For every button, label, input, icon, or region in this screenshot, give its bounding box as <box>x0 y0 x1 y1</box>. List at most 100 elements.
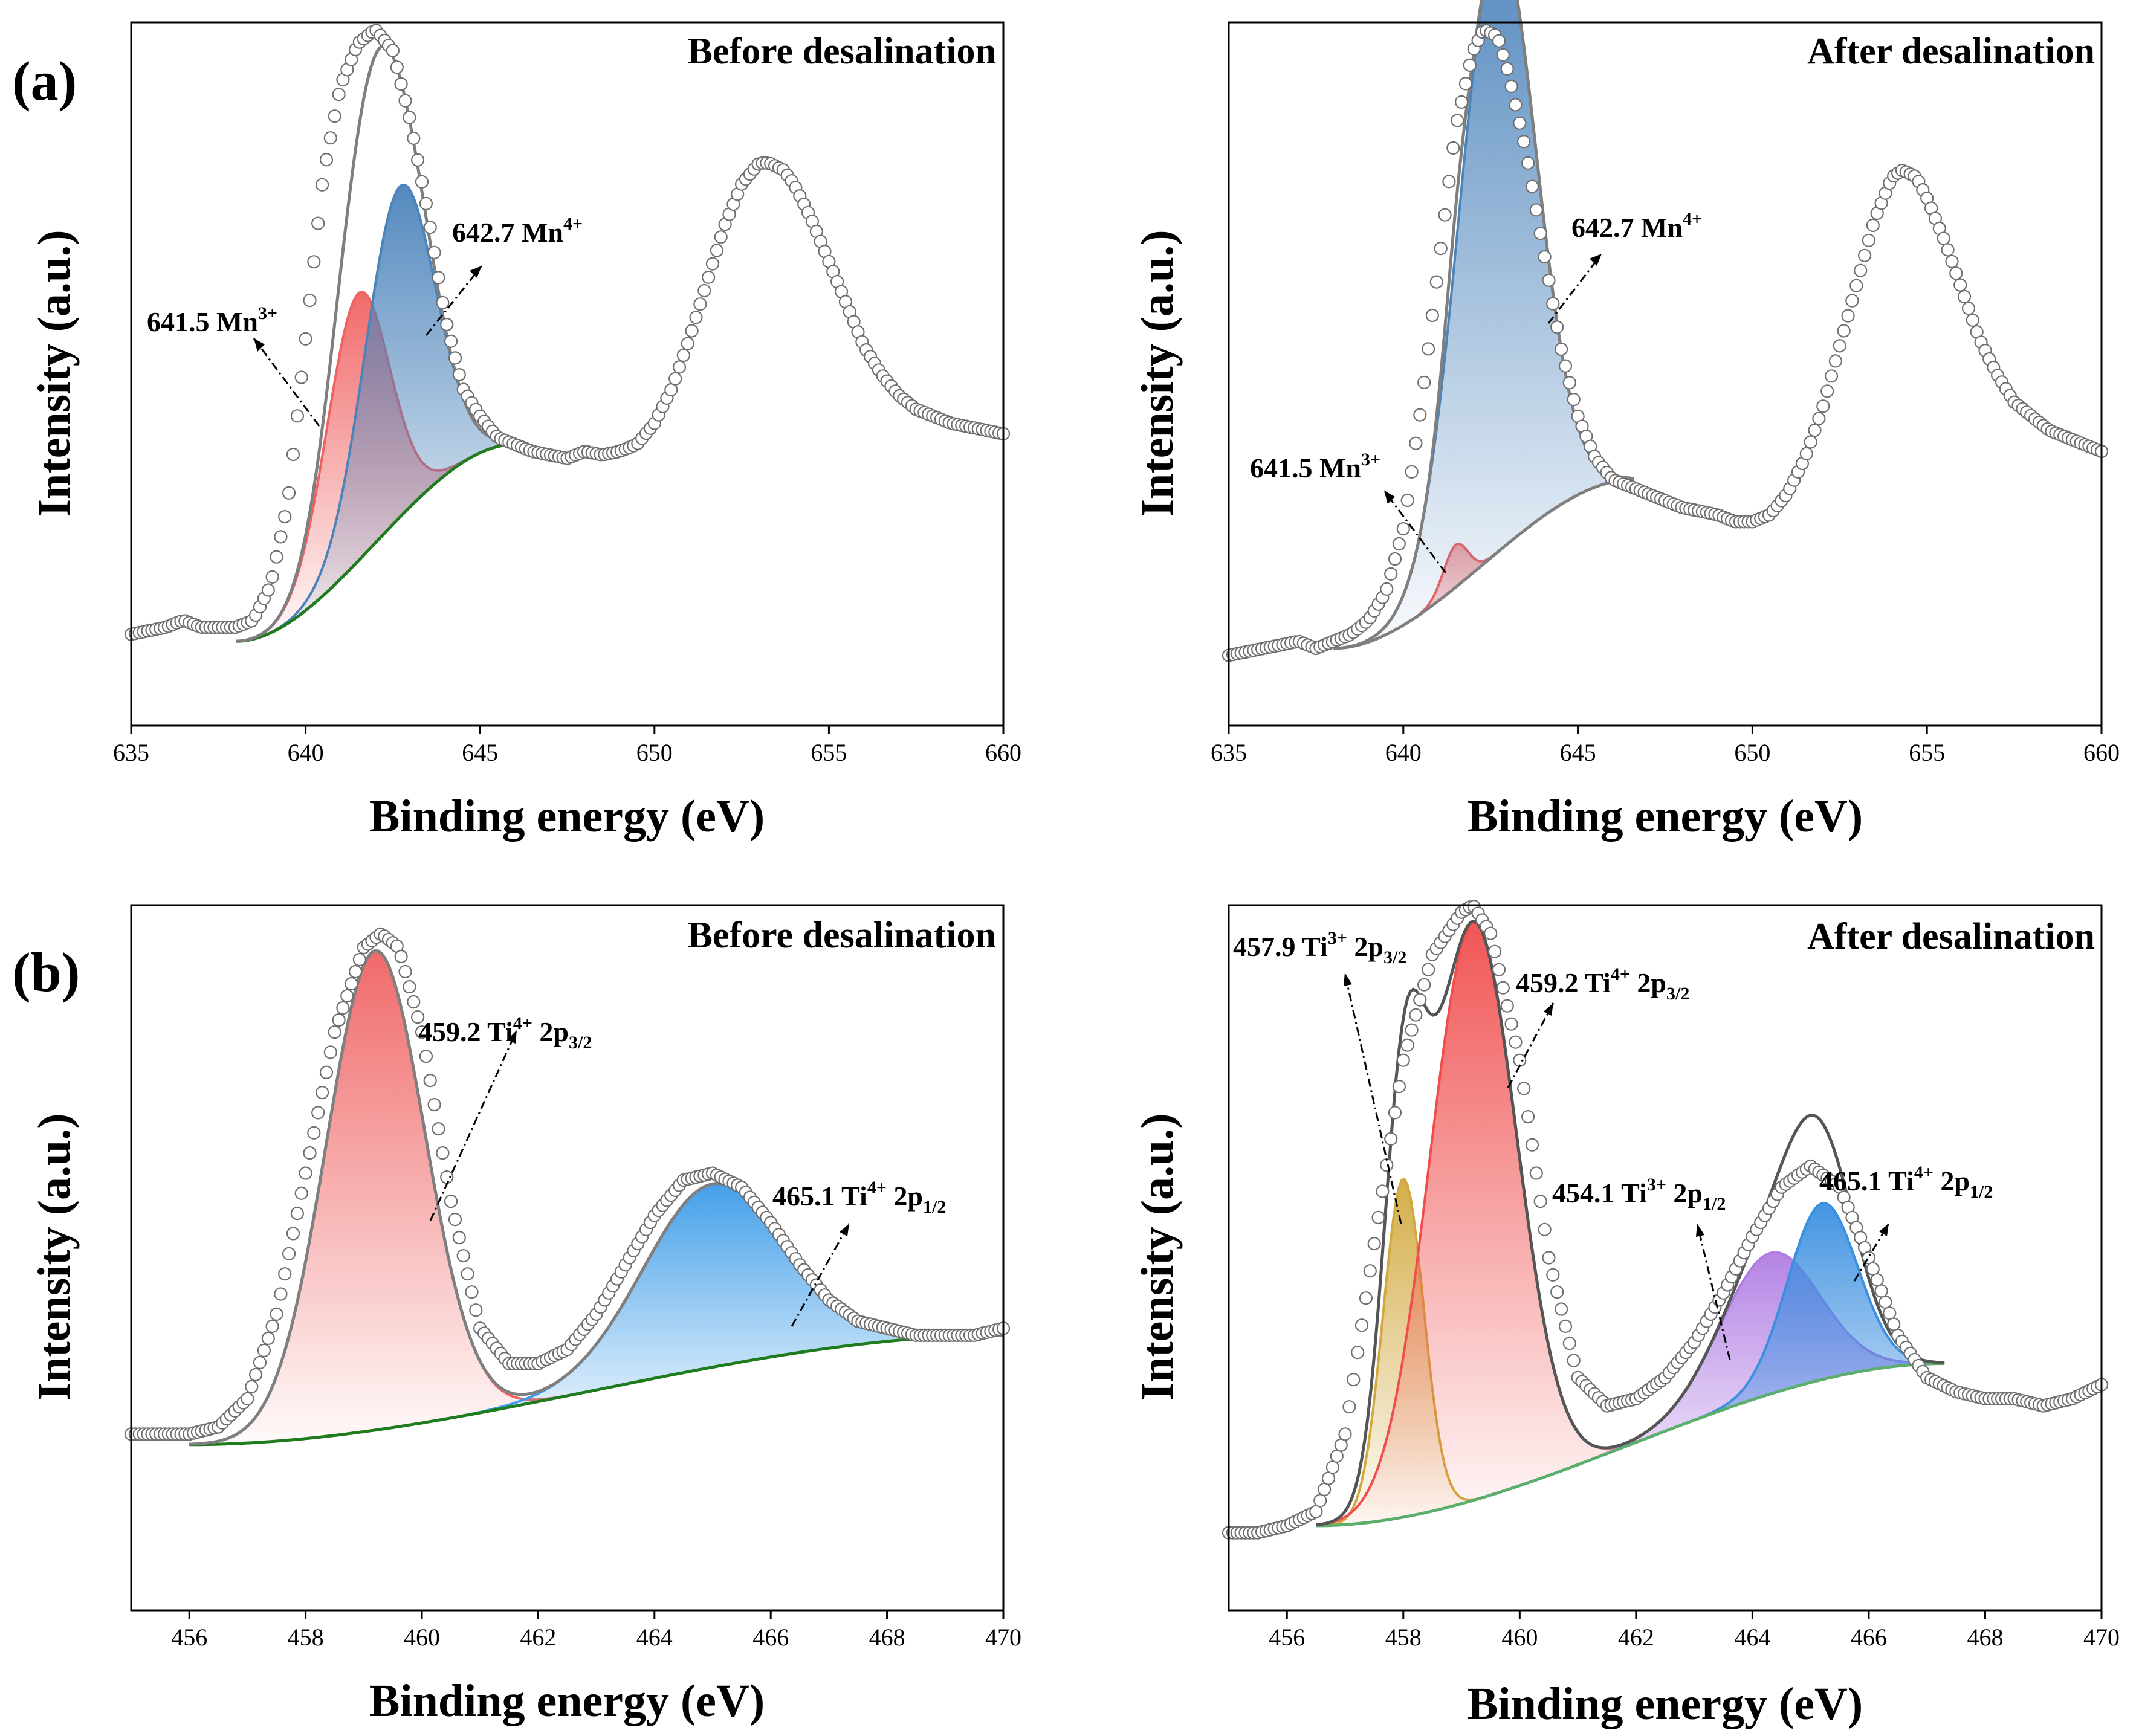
data-point <box>1533 1194 1547 1208</box>
data-point <box>1413 408 1427 422</box>
data-point <box>1837 324 1851 338</box>
x-tick-label: 466 <box>752 1624 789 1651</box>
peak-fill <box>189 950 1004 1445</box>
annotation-label: 642.7 Mn4+ <box>1571 209 1702 243</box>
data-point <box>1517 135 1531 149</box>
data-point <box>270 1307 283 1321</box>
data-point <box>1492 34 1506 48</box>
data-point <box>1325 1460 1339 1474</box>
data-point <box>1546 1268 1560 1282</box>
data-point <box>1409 436 1423 450</box>
data-point <box>1359 1291 1373 1305</box>
data-point <box>1883 1306 1897 1320</box>
x-tick-label: 468 <box>869 1624 905 1651</box>
annotation-mn4: 642.7 Mn4+ <box>425 214 583 336</box>
envelope-line <box>236 44 516 643</box>
data-point <box>286 1227 300 1241</box>
data-point <box>1392 537 1406 551</box>
data-point <box>1866 1262 1880 1276</box>
data-point <box>1866 218 1880 232</box>
data-point <box>1513 116 1527 130</box>
chart-title: Before desalination <box>688 31 996 72</box>
data-point <box>1496 48 1510 62</box>
x-axis-label: Binding energy (eV) <box>369 791 765 842</box>
data-point <box>299 332 312 346</box>
data-point <box>1941 243 1955 257</box>
annotation-arrow <box>253 338 320 427</box>
data-point <box>1558 359 1573 373</box>
x-tick-label: 470 <box>2083 1624 2120 1651</box>
annotation-mn3: 641.5 Mn3+ <box>147 303 320 427</box>
data-point <box>1347 1373 1361 1387</box>
data-point <box>352 952 367 967</box>
data-point <box>1858 248 1872 262</box>
data-point <box>1529 1166 1543 1180</box>
arrow-head <box>1344 973 1352 986</box>
data-point <box>394 949 408 964</box>
data-point <box>664 382 678 397</box>
data-point <box>348 964 363 979</box>
data-point <box>398 964 412 979</box>
x-tick-label: 660 <box>2083 739 2120 766</box>
data-point <box>436 1146 450 1160</box>
data-point <box>1384 567 1398 581</box>
y-axis-label: Intensity (a.u.) <box>1132 1113 1183 1400</box>
data-point <box>676 348 691 363</box>
data-point <box>1509 1035 1523 1049</box>
data-point <box>249 1367 263 1381</box>
data-point <box>278 509 292 524</box>
data-point <box>1409 1008 1423 1022</box>
data-point <box>1808 423 1822 437</box>
annotation-ti4-3-2: 459.2 Ti4+ 2p3/2 <box>1507 964 1689 1088</box>
x-tick-label: 462 <box>1618 1624 1654 1651</box>
data-point <box>1330 1449 1344 1463</box>
x-tick-label: 645 <box>1560 739 1596 766</box>
data-point <box>1937 231 1950 245</box>
x-axis-ticks: 635 640 645 650 655 660 <box>113 726 1021 766</box>
data-point <box>1376 1184 1390 1198</box>
data-point <box>1429 275 1443 289</box>
data-point <box>1351 1346 1365 1360</box>
data-point <box>1500 999 1514 1013</box>
x-axis-ticks: 456 458 460 462 464 466 468 470 <box>1269 1610 2120 1651</box>
data-point <box>1496 981 1510 995</box>
data-point <box>419 196 433 210</box>
data-point <box>286 447 300 462</box>
x-tick-label: 655 <box>811 739 847 766</box>
data-point <box>1446 141 1460 155</box>
data-point <box>1525 1138 1539 1152</box>
data-point <box>290 409 304 423</box>
data-point <box>1958 289 1972 304</box>
data-point <box>1567 1354 1581 1367</box>
data-point <box>672 360 687 374</box>
data-point <box>1504 1017 1518 1031</box>
x-tick-label: 460 <box>404 1624 440 1651</box>
data-point <box>1492 963 1506 976</box>
panel-b-after: Intensity (a.u.) After desalination 456 4… <box>1132 900 2120 1729</box>
data-point <box>1567 392 1581 407</box>
data-point <box>1542 1251 1556 1265</box>
data-point <box>419 1049 433 1063</box>
data-point <box>315 178 329 192</box>
annotation-label: 641.5 Mn3+ <box>1250 450 1380 483</box>
data-point <box>440 317 454 332</box>
data-point <box>274 1287 288 1301</box>
data-point <box>294 1186 308 1200</box>
data-point <box>432 271 445 285</box>
plot-area-ti-before <box>124 927 1011 1447</box>
data-point <box>1367 1237 1381 1251</box>
annotation-label: 459.2 Ti4+ 2p3/2 <box>1516 964 1689 1004</box>
data-point <box>1400 493 1414 508</box>
x-axis-label: Binding energy (eV) <box>1468 791 1863 842</box>
annotation-label: 641.5 Mn3+ <box>147 303 277 337</box>
data-point <box>340 989 354 1003</box>
x-axis-ticks: 456 458 460 462 464 466 468 470 <box>171 1610 1021 1651</box>
x-tick-label: 456 <box>171 1624 207 1651</box>
data-point <box>1442 175 1456 189</box>
data-point <box>436 295 450 309</box>
annotation-arrow <box>1344 972 1402 1224</box>
data-point <box>1799 447 1813 461</box>
data-point <box>1380 1158 1394 1172</box>
data-point <box>319 1065 334 1079</box>
